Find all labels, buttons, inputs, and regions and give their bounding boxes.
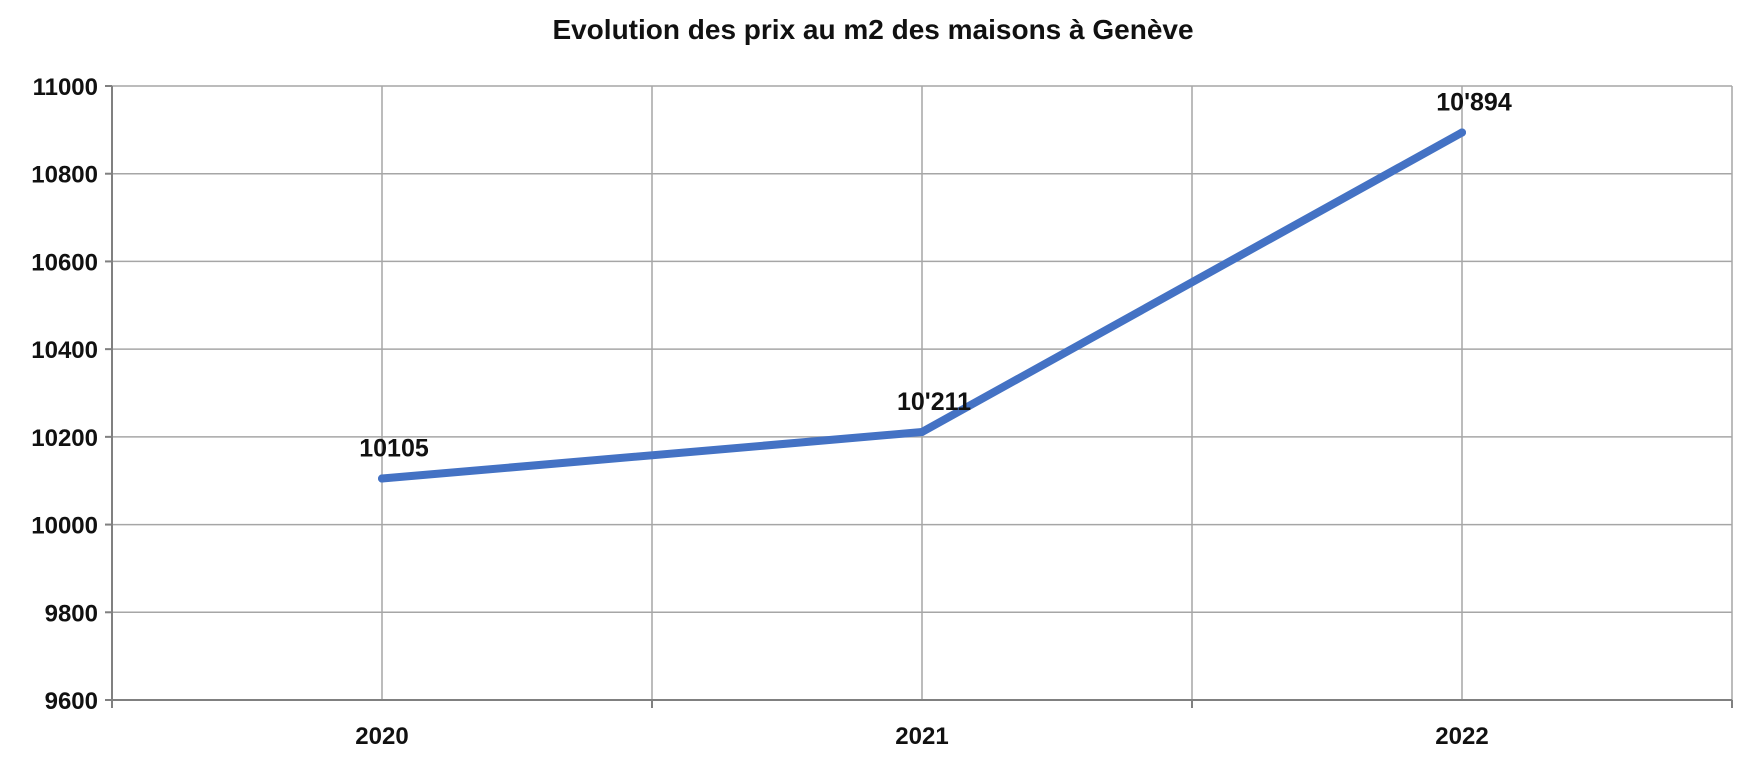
- chart-title: Evolution des prix au m2 des maisons à G…: [552, 14, 1194, 45]
- y-axis-tick-labels: 9600 9800 10000 10200 10400 10600 10800 11000: [31, 74, 98, 715]
- x-tick-label: 2021: [895, 723, 948, 750]
- y-tick-label: 10400: [31, 337, 98, 364]
- x-tick-label: 2020: [355, 723, 408, 750]
- x-axis-tick-labels: 2020 2021 2022: [355, 723, 1488, 750]
- y-tick-label: 9600: [45, 688, 98, 715]
- x-tick-label: 2022: [1435, 723, 1488, 750]
- data-label: 10105: [359, 435, 429, 463]
- data-label: 10'894: [1436, 88, 1512, 116]
- grid-lines: [112, 85, 1733, 701]
- y-tick-label: 10800: [31, 162, 98, 189]
- y-tick-label: 10600: [31, 249, 98, 276]
- axes: [105, 85, 1733, 708]
- series-layer: [378, 128, 1466, 483]
- y-tick-label: 11000: [33, 74, 98, 101]
- y-tick-label: 9800: [45, 600, 98, 627]
- data-point: [918, 428, 926, 437]
- data-labels: 10105 10'211 10'894: [359, 88, 1512, 462]
- y-tick-label: 10000: [31, 513, 98, 540]
- y-tick-label: 10200: [31, 425, 98, 452]
- data-point: [1458, 128, 1466, 137]
- data-point: [378, 474, 386, 483]
- data-label: 10'211: [897, 388, 971, 416]
